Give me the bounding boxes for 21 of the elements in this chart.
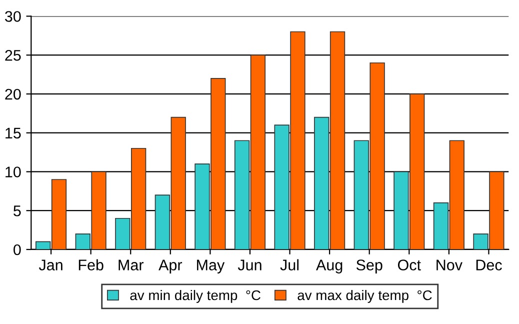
legend-label: av min daily temp °C [130, 290, 260, 303]
x-tick-label: Dec [476, 260, 502, 270]
y-tick-label: 0 [14, 244, 21, 256]
y-tick-label: 25 [5, 50, 21, 61]
x-tick-label: Jan [38, 260, 62, 270]
x-tick-label: Oct [398, 260, 421, 270]
x-tick-label: Apr [158, 260, 182, 274]
x-tick-label: Nov [436, 260, 462, 270]
x-tick-label: Feb [78, 259, 104, 270]
x-tick-label: Aug [316, 260, 342, 274]
x-tick-label: Jul [280, 259, 299, 270]
legend-label: av max daily temp °C [298, 290, 432, 303]
y-tick-label: 5 [14, 206, 21, 216]
x-tick-label: Mar [118, 260, 144, 270]
y-tick-label: 30 [5, 11, 21, 22]
x-tick-label: Sep [356, 260, 382, 274]
y-tick-label: 20 [5, 88, 21, 100]
y-tick-label: 15 [6, 128, 21, 139]
x-tick-label: Jun [238, 260, 262, 270]
x-tick-label: May [197, 260, 225, 274]
y-tick-label: 10 [6, 166, 21, 178]
